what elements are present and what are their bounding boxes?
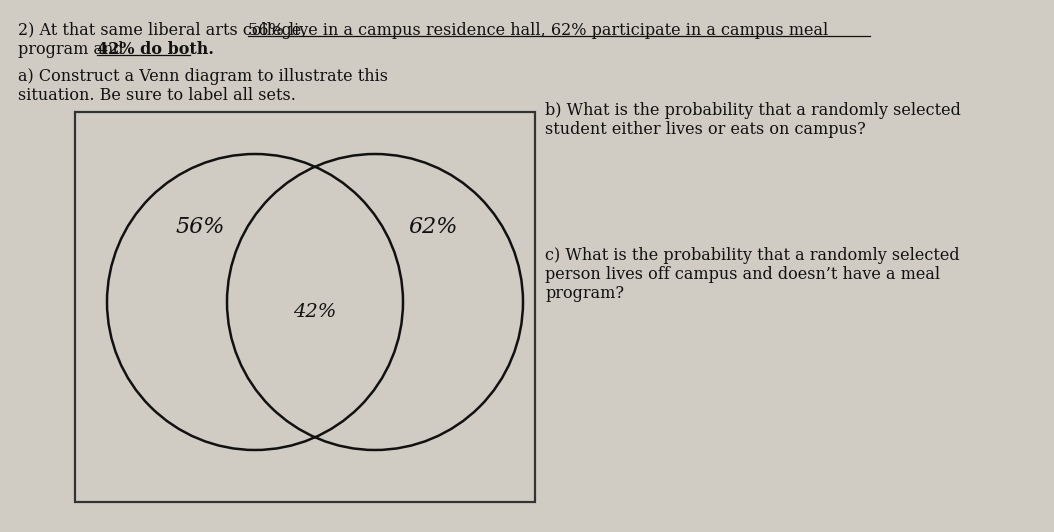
- Text: program and: program and: [18, 41, 129, 58]
- Text: person lives off campus and doesn’t have a meal: person lives off campus and doesn’t have…: [545, 266, 940, 283]
- Text: 2) At that same liberal arts college,: 2) At that same liberal arts college,: [18, 22, 312, 39]
- Text: c) What is the probability that a randomly selected: c) What is the probability that a random…: [545, 247, 959, 264]
- Text: b) What is the probability that a randomly selected: b) What is the probability that a random…: [545, 102, 961, 119]
- Text: student either lives or eats on campus?: student either lives or eats on campus?: [545, 121, 865, 138]
- Text: 42% do both.: 42% do both.: [97, 41, 214, 58]
- Text: 62%: 62%: [408, 216, 457, 238]
- Text: 56% live in a campus residence hall, 62% participate in a campus meal: 56% live in a campus residence hall, 62%…: [248, 22, 828, 39]
- Text: 56%: 56%: [175, 216, 225, 238]
- Text: 42%: 42%: [293, 303, 336, 321]
- Bar: [75, 112, 535, 502]
- Text: situation. Be sure to label all sets.: situation. Be sure to label all sets.: [18, 87, 296, 104]
- Text: program?: program?: [545, 285, 624, 302]
- Text: a) Construct a Venn diagram to illustrate this: a) Construct a Venn diagram to illustrat…: [18, 68, 388, 85]
